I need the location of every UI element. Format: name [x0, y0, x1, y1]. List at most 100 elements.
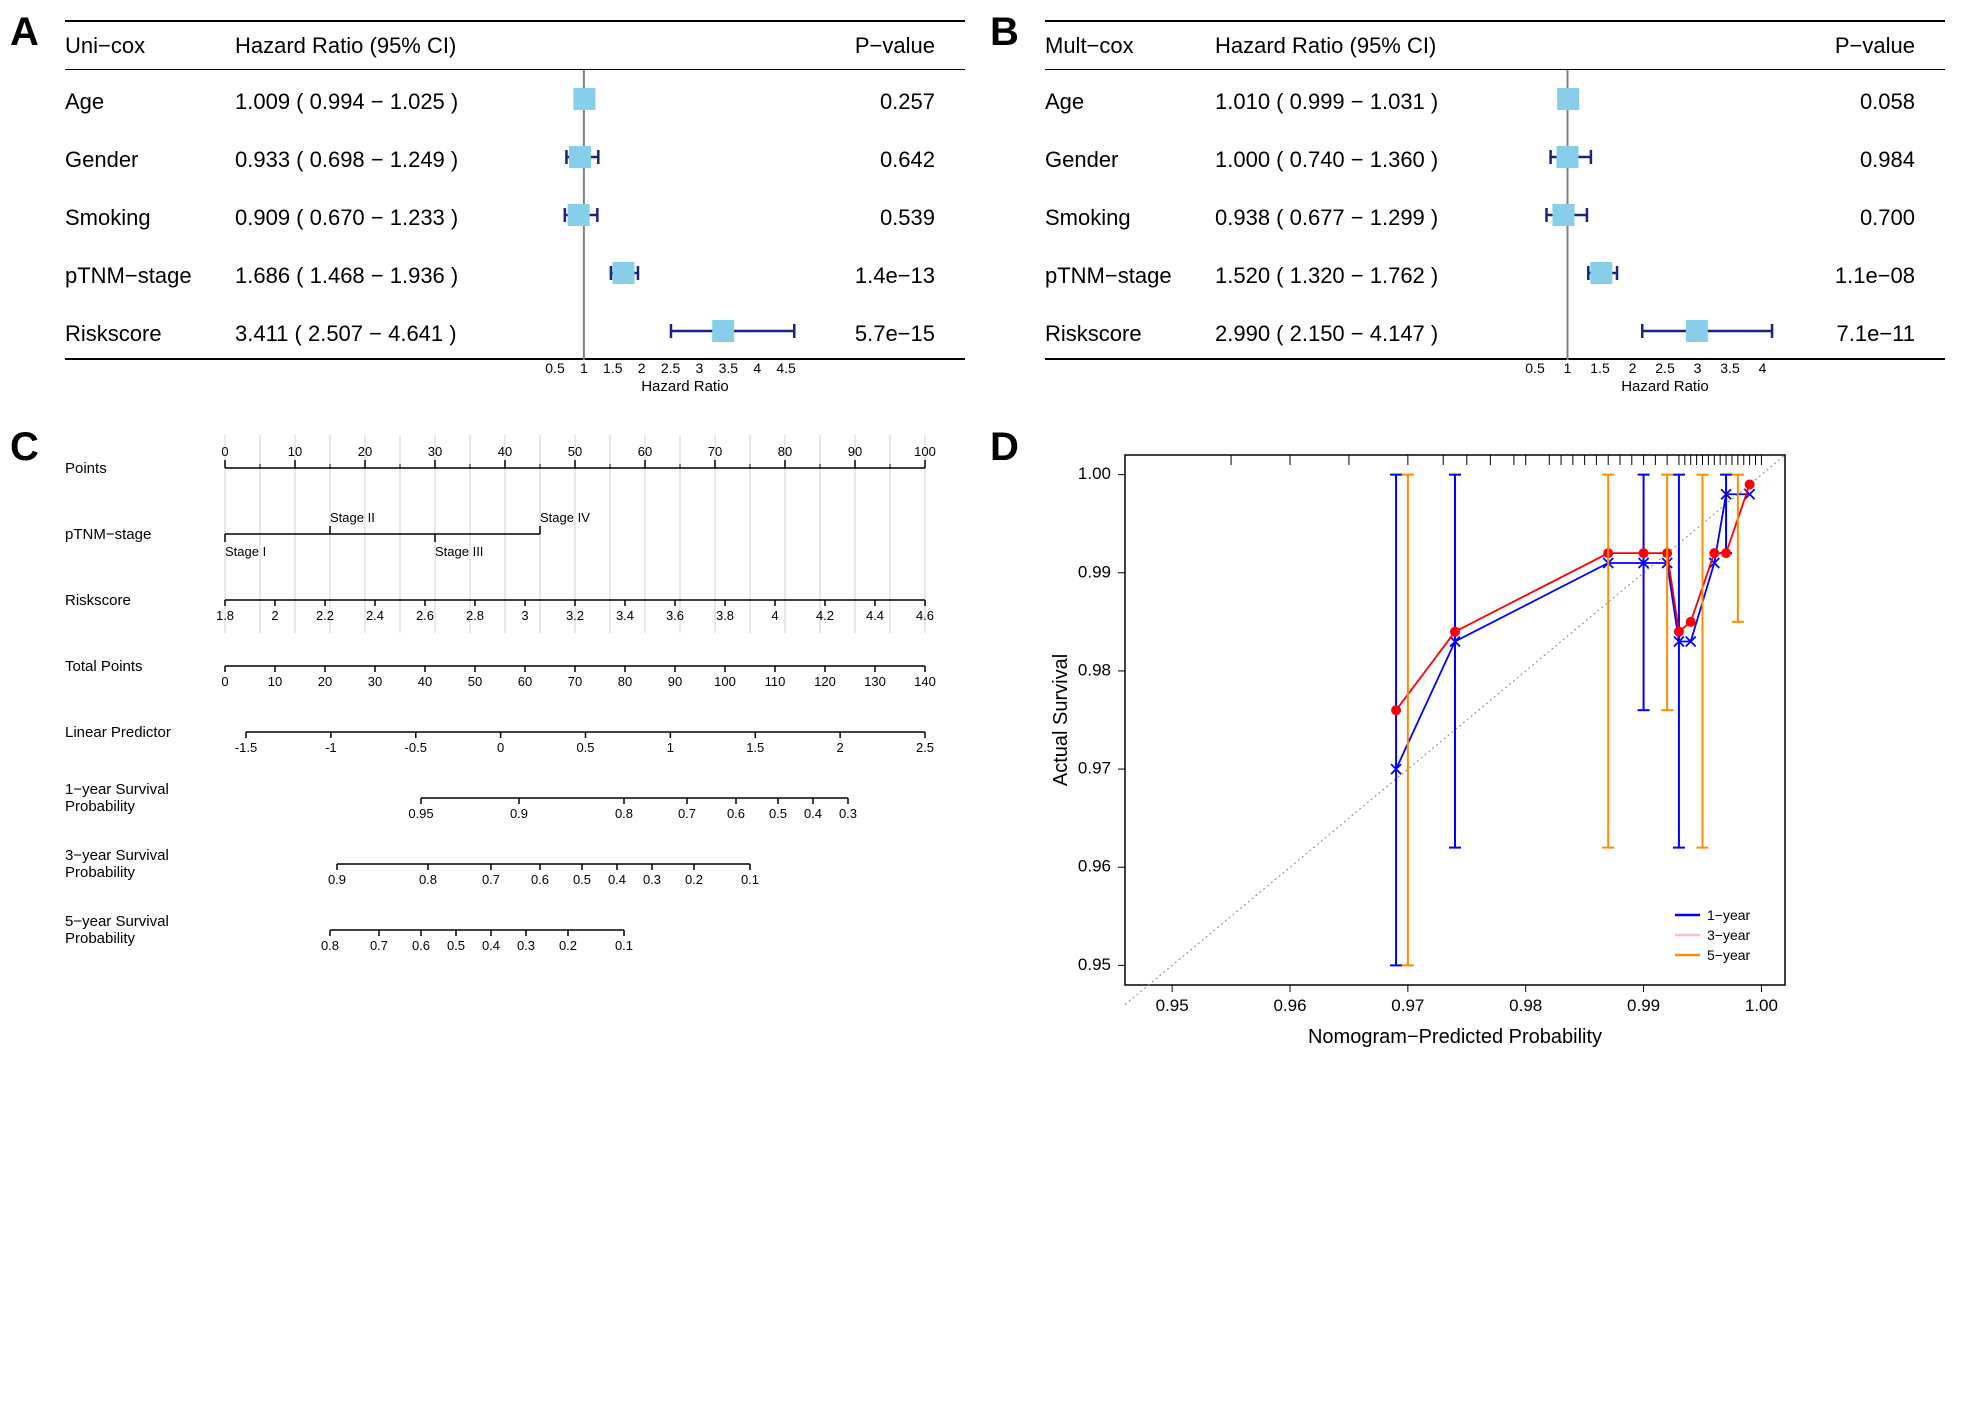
- svg-text:2: 2: [837, 740, 844, 755]
- forest-pvalue: 0.642: [815, 147, 945, 173]
- svg-text:Stage I: Stage I: [225, 544, 266, 559]
- svg-text:-0.5: -0.5: [405, 740, 427, 755]
- svg-text:0.1: 0.1: [741, 872, 759, 887]
- svg-text:60: 60: [518, 674, 532, 689]
- svg-text:2.8: 2.8: [466, 608, 484, 623]
- forest-var: pTNM−stage: [65, 263, 235, 289]
- forest-axis-label: Hazard Ratio: [555, 378, 815, 395]
- forest-plot-b: Mult−cox Hazard Ratio (95% CI) P−valueAg…: [1045, 20, 1945, 410]
- svg-text:2: 2: [271, 608, 278, 623]
- svg-text:Stage IV: Stage IV: [540, 510, 590, 525]
- svg-text:20: 20: [318, 674, 332, 689]
- svg-text:3−year: 3−year: [1707, 927, 1751, 943]
- svg-text:0.3: 0.3: [517, 938, 535, 953]
- nomogram-axis: Stage II Stage IV Stage I Stage III: [225, 514, 945, 554]
- forest-var: Riskscore: [1045, 321, 1215, 347]
- forest-pvalue: 0.984: [1795, 147, 1925, 173]
- forest-var: Smoking: [65, 205, 235, 231]
- svg-text:0: 0: [221, 444, 228, 459]
- svg-text:0: 0: [497, 740, 504, 755]
- forest-p-header: P−value: [815, 33, 945, 59]
- nomogram-axis-label: Points: [65, 460, 225, 477]
- svg-text:Stage II: Stage II: [330, 510, 375, 525]
- forest-pvalue: 1.4e−13: [815, 263, 945, 289]
- svg-text:3.4: 3.4: [616, 608, 634, 623]
- svg-text:0.9: 0.9: [328, 872, 346, 887]
- nomogram-axis-label: Riskscore: [65, 592, 225, 609]
- panel-a-label: A: [10, 10, 39, 55]
- svg-text:2.5: 2.5: [916, 740, 934, 755]
- forest-hr-text: 1.009 ( 0.994 − 1.025 ): [235, 89, 555, 115]
- svg-text:0.5: 0.5: [447, 938, 465, 953]
- svg-text:30: 30: [368, 674, 382, 689]
- svg-text:10: 10: [288, 444, 302, 459]
- panel-c-label: C: [10, 425, 39, 470]
- forest-marker-cell: [555, 244, 815, 308]
- svg-text:1.00: 1.00: [1745, 996, 1778, 1015]
- svg-text:4.6: 4.6: [916, 608, 934, 623]
- svg-text:0.4: 0.4: [608, 872, 626, 887]
- svg-text:80: 80: [778, 444, 792, 459]
- svg-text:0.5: 0.5: [769, 806, 787, 821]
- svg-text:70: 70: [708, 444, 722, 459]
- svg-text:3.6: 3.6: [666, 608, 684, 623]
- forest-var: pTNM−stage: [1045, 263, 1215, 289]
- svg-text:3: 3: [521, 608, 528, 623]
- svg-text:90: 90: [848, 444, 862, 459]
- svg-text:1.5: 1.5: [746, 740, 764, 755]
- svg-text:0.2: 0.2: [685, 872, 703, 887]
- forest-p-header: P−value: [1795, 33, 1925, 59]
- nomogram: Points 0 10 20 30 40 50 60 70 80 90 100p…: [65, 435, 945, 963]
- forest-hr-text: 1.000 ( 0.740 − 1.360 ): [1215, 147, 1535, 173]
- svg-text:0.5: 0.5: [573, 872, 591, 887]
- forest-marker-cell: [555, 70, 815, 134]
- svg-text:50: 50: [468, 674, 482, 689]
- svg-text:0.97: 0.97: [1391, 996, 1424, 1015]
- svg-text:0.7: 0.7: [678, 806, 696, 821]
- svg-text:80: 80: [618, 674, 632, 689]
- forest-axis-label: Hazard Ratio: [1535, 378, 1795, 395]
- forest-hr-text: 1.010 ( 0.999 − 1.031 ): [1215, 89, 1535, 115]
- forest-pvalue: 0.539: [815, 205, 945, 231]
- svg-text:2.4: 2.4: [366, 608, 384, 623]
- svg-text:20: 20: [358, 444, 372, 459]
- svg-text:140: 140: [914, 674, 936, 689]
- svg-text:0.5: 0.5: [576, 740, 594, 755]
- forest-pvalue: 0.058: [1795, 89, 1925, 115]
- calibration-svg: 0.95 0.96 0.97 0.98 0.99 1.00 0.95 0.96 …: [1045, 435, 1805, 1055]
- forest-pvalue: 0.257: [815, 89, 945, 115]
- panel-c: C Points 0 10 20 30 40 50 60 70 80 90 10…: [10, 425, 975, 1060]
- svg-text:1.00: 1.00: [1078, 464, 1111, 483]
- nomogram-axis-label: 3−year Survival Probability: [65, 847, 225, 881]
- forest-var: Gender: [65, 147, 235, 173]
- nomogram-axis: 0 10 20 30 40 50 60 70 80 90 100 110: [225, 646, 945, 686]
- svg-text:30: 30: [428, 444, 442, 459]
- svg-text:90: 90: [668, 674, 682, 689]
- svg-text:0.98: 0.98: [1078, 660, 1111, 679]
- forest-marker-cell: [1535, 186, 1795, 250]
- svg-text:40: 40: [498, 444, 512, 459]
- forest-marker-cell: [555, 186, 815, 250]
- svg-text:50: 50: [568, 444, 582, 459]
- svg-text:0.3: 0.3: [643, 872, 661, 887]
- svg-text:0.8: 0.8: [321, 938, 339, 953]
- forest-marker-cell: [555, 302, 815, 366]
- svg-text:1.8: 1.8: [216, 608, 234, 623]
- svg-text:-1.5: -1.5: [235, 740, 257, 755]
- svg-text:40: 40: [418, 674, 432, 689]
- svg-text:0.99: 0.99: [1627, 996, 1660, 1015]
- forest-marker-cell: [1535, 302, 1795, 366]
- forest-marker-cell: [1535, 244, 1795, 308]
- svg-text:0.95: 0.95: [408, 806, 433, 821]
- forest-marker-cell: [1535, 70, 1795, 134]
- svg-text:0.2: 0.2: [559, 938, 577, 953]
- svg-text:Stage III: Stage III: [435, 544, 483, 559]
- svg-text:0.9: 0.9: [510, 806, 528, 821]
- forest-hr-text: 2.990 ( 2.150 − 4.147 ): [1215, 321, 1535, 347]
- forest-var: Age: [65, 89, 235, 115]
- svg-text:0.95: 0.95: [1078, 955, 1111, 974]
- svg-text:0.1: 0.1: [615, 938, 633, 953]
- forest-axis: 0.511.522.533.54 Hazard Ratio: [1535, 360, 1795, 410]
- nomogram-axis: 0.9 0.8 0.7 0.6 0.5 0.4 0.3 0.2 0.1: [225, 844, 945, 884]
- forest-marker-cell: [555, 128, 815, 192]
